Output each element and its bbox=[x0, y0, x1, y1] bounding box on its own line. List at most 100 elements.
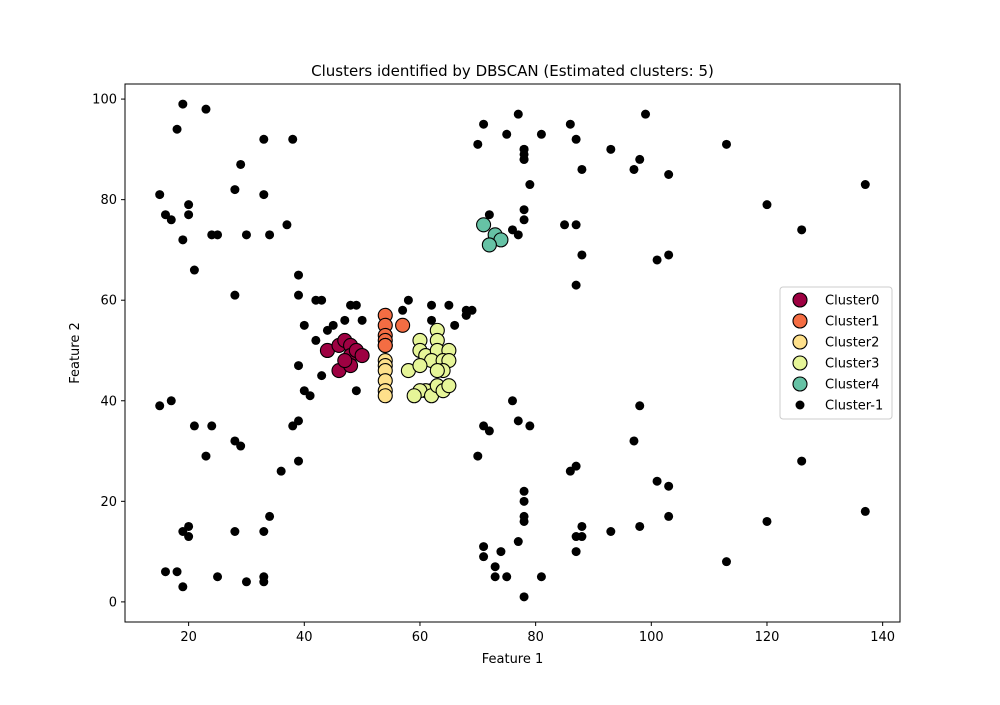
data-point bbox=[395, 317, 411, 333]
data-point bbox=[519, 516, 529, 526]
data-point bbox=[473, 451, 483, 461]
x-tick-label: 140 bbox=[870, 630, 895, 645]
legend-items: Cluster0 Cluster1 Cluster2 Cluster3 Cluster4… bbox=[792, 292, 883, 414]
y-tick-label: 20 bbox=[100, 495, 117, 510]
data-point bbox=[762, 200, 772, 210]
data-point bbox=[461, 310, 471, 320]
data-point bbox=[860, 180, 870, 190]
y-axis-label: Feature 2 bbox=[68, 322, 83, 384]
data-point bbox=[565, 119, 575, 129]
data-point bbox=[476, 217, 492, 233]
legend-marker bbox=[792, 376, 808, 392]
ticks-layer: 20 40 60 80 100 120 140 0 20 40 60 80 100 bbox=[92, 93, 895, 645]
data-point bbox=[189, 421, 199, 431]
data-point bbox=[427, 315, 437, 325]
data-point bbox=[513, 109, 523, 119]
data-point bbox=[441, 378, 457, 394]
data-point bbox=[652, 476, 662, 486]
data-point bbox=[155, 401, 165, 411]
data-point bbox=[259, 526, 269, 536]
data-point bbox=[536, 572, 546, 582]
data-point bbox=[311, 335, 321, 345]
data-point bbox=[525, 421, 535, 431]
data-point bbox=[571, 461, 581, 471]
data-point bbox=[652, 255, 662, 265]
data-point bbox=[664, 250, 674, 260]
data-point bbox=[305, 391, 315, 401]
data-point bbox=[519, 215, 529, 225]
plot-frame bbox=[124, 83, 901, 623]
points-layer bbox=[155, 99, 870, 602]
data-point bbox=[519, 592, 529, 602]
data-point bbox=[641, 109, 651, 119]
data-point bbox=[207, 421, 217, 431]
data-point bbox=[166, 396, 176, 406]
data-point bbox=[189, 265, 199, 275]
data-point bbox=[340, 315, 350, 325]
data-point bbox=[577, 532, 587, 542]
legend: Cluster0 Cluster1 Cluster2 Cluster3 Cluster4… bbox=[779, 286, 893, 420]
series-cluster2 bbox=[377, 352, 393, 404]
data-point bbox=[294, 290, 304, 300]
data-point bbox=[444, 300, 454, 310]
data-point bbox=[860, 506, 870, 516]
data-point bbox=[721, 139, 731, 149]
data-point bbox=[201, 104, 211, 114]
data-point bbox=[519, 154, 529, 164]
data-point bbox=[230, 436, 240, 446]
data-point bbox=[502, 129, 512, 139]
data-point bbox=[577, 250, 587, 260]
data-point bbox=[513, 230, 523, 240]
data-point bbox=[519, 144, 529, 154]
data-point bbox=[236, 159, 246, 169]
data-point bbox=[294, 361, 304, 371]
data-point bbox=[351, 300, 361, 310]
data-point bbox=[721, 557, 731, 567]
data-point bbox=[571, 547, 581, 557]
legend-label: Cluster3 bbox=[825, 357, 879, 372]
data-point bbox=[606, 144, 616, 154]
data-point bbox=[479, 542, 489, 552]
data-point bbox=[403, 295, 413, 305]
data-point bbox=[230, 526, 240, 536]
data-point bbox=[412, 358, 428, 374]
data-point bbox=[398, 305, 408, 315]
data-point bbox=[664, 511, 674, 521]
data-point bbox=[571, 134, 581, 144]
data-point bbox=[496, 547, 506, 557]
data-point bbox=[473, 139, 483, 149]
data-point bbox=[178, 99, 188, 109]
data-point bbox=[629, 164, 639, 174]
data-point bbox=[479, 119, 489, 129]
data-point bbox=[571, 220, 581, 230]
data-point bbox=[490, 562, 500, 572]
y-tick-label: 80 bbox=[100, 193, 117, 208]
data-point bbox=[762, 516, 772, 526]
data-point bbox=[577, 521, 587, 531]
data-point bbox=[184, 532, 194, 542]
data-point bbox=[450, 320, 460, 330]
data-point bbox=[288, 421, 298, 431]
data-point bbox=[664, 481, 674, 491]
data-point bbox=[635, 154, 645, 164]
data-point bbox=[282, 220, 292, 230]
data-point bbox=[513, 416, 523, 426]
series-cluster0 bbox=[319, 332, 370, 379]
data-point bbox=[178, 235, 188, 245]
data-point bbox=[317, 371, 327, 381]
legend-marker bbox=[792, 355, 808, 371]
data-point bbox=[213, 572, 223, 582]
legend-label: Cluster0 bbox=[825, 294, 879, 309]
data-point bbox=[299, 320, 309, 330]
data-point bbox=[481, 237, 497, 253]
data-point bbox=[184, 200, 194, 210]
data-point bbox=[797, 225, 807, 235]
data-point bbox=[377, 388, 393, 404]
legend-marker bbox=[792, 313, 808, 329]
y-tick-label: 100 bbox=[92, 93, 117, 108]
data-point bbox=[519, 205, 529, 215]
data-point bbox=[288, 134, 298, 144]
data-point bbox=[259, 572, 269, 582]
data-point bbox=[354, 347, 370, 364]
